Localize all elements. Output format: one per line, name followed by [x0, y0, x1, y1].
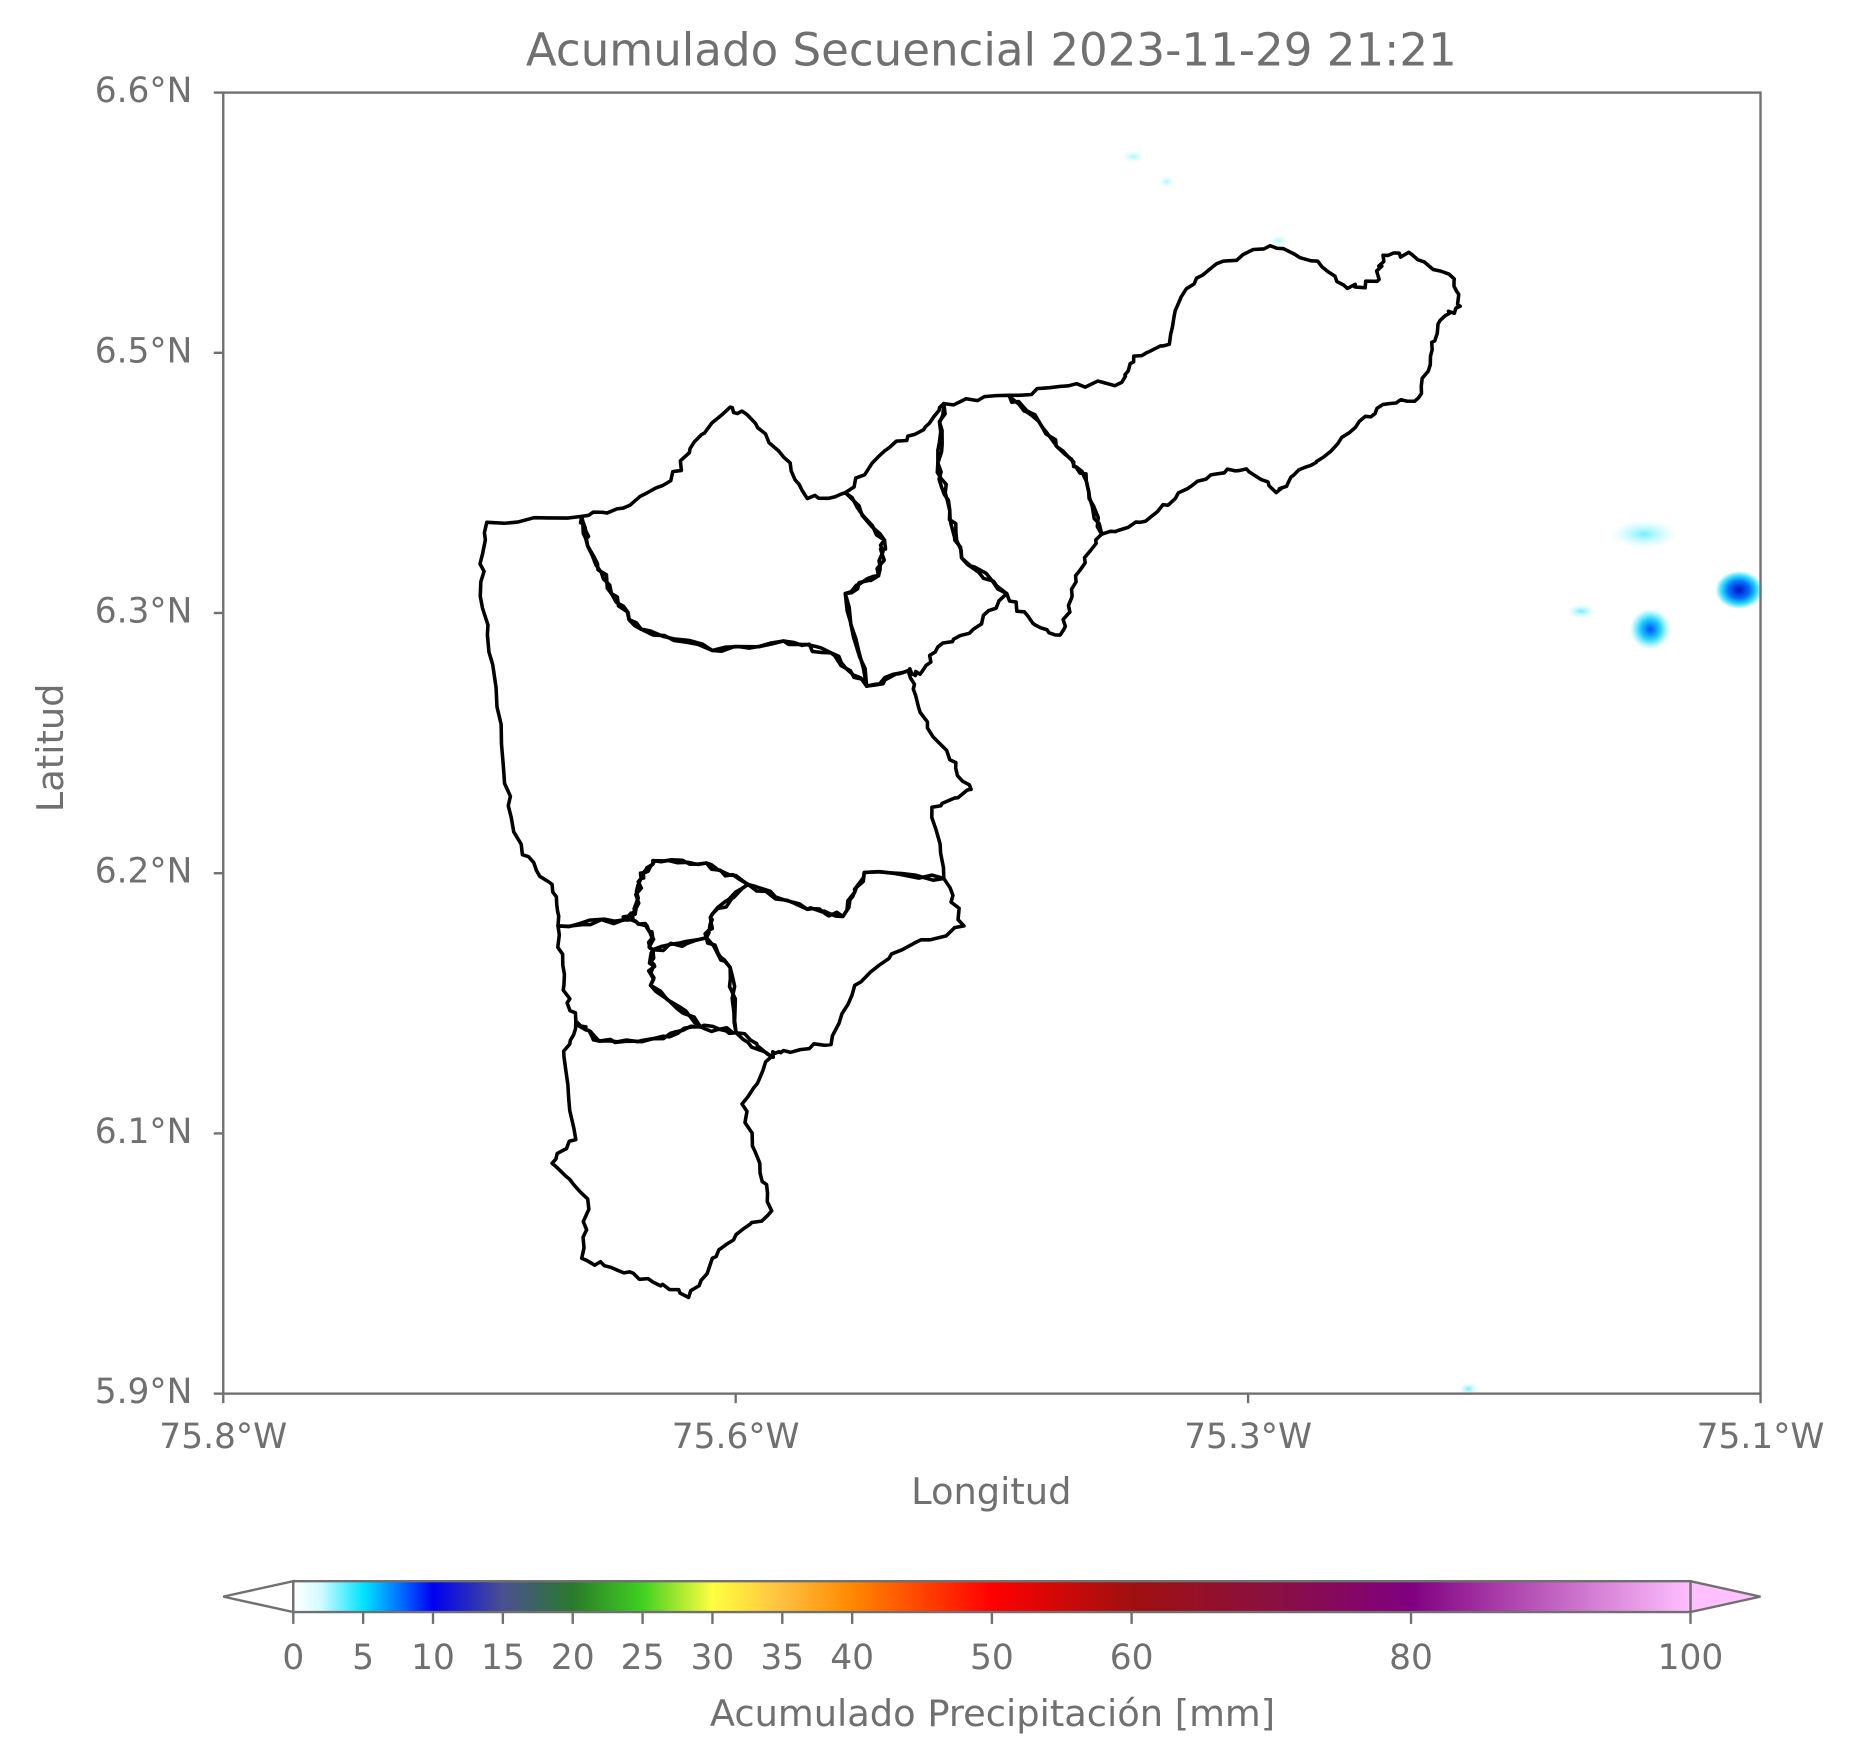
colorbar-under	[222, 1579, 295, 1614]
y-tick-label: 6.1°N	[95, 1112, 193, 1152]
y-axis-label: Latitud	[29, 683, 72, 812]
colorbar-tick-label: 10	[411, 1638, 455, 1678]
rain-cell	[1121, 150, 1146, 163]
rain-cell	[1610, 519, 1678, 549]
colorbar	[222, 1579, 1761, 1614]
rain-cell	[1158, 175, 1176, 188]
colorbar-bar	[292, 1580, 1692, 1614]
colorbar-tick-label: 5	[352, 1638, 374, 1678]
y-tick-label: 6.6°N	[95, 71, 193, 111]
municipality-border	[648, 936, 738, 1036]
rain-cell	[1715, 570, 1763, 609]
y-tick-label: 6.5°N	[95, 331, 193, 371]
colorbar-tick-label: 15	[481, 1638, 525, 1678]
municipality-border	[579, 405, 887, 688]
municipality-border	[1007, 243, 1462, 536]
colorbar-tick-label: 35	[760, 1638, 804, 1678]
colorbar-tick-label: 80	[1389, 1638, 1433, 1678]
rain-cell	[1269, 235, 1289, 247]
x-tick-label: 75.1°W	[1697, 1417, 1825, 1457]
y-tick-label: 5.9°N	[95, 1372, 193, 1412]
colorbar-tick-label: 20	[551, 1638, 595, 1678]
rain-cell	[1629, 608, 1671, 650]
colorbar-tick-label: 100	[1658, 1638, 1724, 1678]
colorbar-tick-label: 40	[830, 1638, 874, 1678]
municipality-border	[478, 514, 973, 929]
municipality-border	[550, 1019, 774, 1300]
municipality-border	[843, 401, 1009, 688]
colorbar-tick-label: 30	[691, 1638, 735, 1678]
rain-field	[1121, 150, 1763, 1395]
municipality-border	[936, 393, 1104, 637]
colorbar-label: Acumulado Precipitación [mm]	[710, 1692, 1275, 1735]
municipal-borders	[478, 243, 1462, 1300]
colorbar-tick-label: 50	[970, 1638, 1014, 1678]
x-tick-label: 75.6°W	[672, 1417, 800, 1457]
x-tick-label: 75.3°W	[1184, 1417, 1312, 1457]
map-title: Acumulado Secuencial 2023-11-29 21:21	[526, 23, 1457, 76]
colorbar-over	[1689, 1579, 1761, 1614]
rain-cell	[1567, 604, 1596, 619]
y-tick-label: 6.3°N	[95, 592, 193, 632]
colorbar-tick-label: 0	[282, 1638, 304, 1678]
x-tick-label: 75.8°W	[159, 1417, 287, 1457]
rain-cell	[1458, 1382, 1478, 1395]
x-axis-label: Longitud	[911, 1470, 1071, 1513]
y-tick-label: 6.2°N	[95, 852, 193, 892]
plot-frame	[222, 91, 1762, 1395]
colorbar-tick-label: 25	[621, 1638, 665, 1678]
colorbar-tick-label: 60	[1110, 1638, 1154, 1678]
municipality-border	[703, 869, 966, 1059]
